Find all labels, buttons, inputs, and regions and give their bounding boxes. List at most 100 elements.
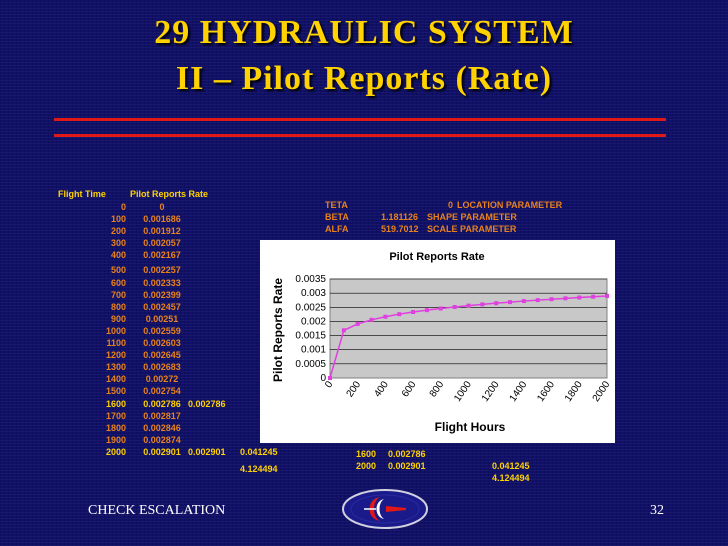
company-logo: [342, 489, 428, 529]
data-point: [383, 314, 388, 319]
rate-cell: 0.002457: [143, 301, 181, 312]
flight-time-cell: 1300: [105, 362, 126, 373]
flight-time-cell: 1200: [105, 350, 126, 361]
flight-time-cell: 200: [110, 226, 126, 237]
rate-cell: 0.002786: [143, 398, 181, 409]
flight-time-cell: 1800: [105, 422, 126, 433]
table-row: 1000 0.002559: [58, 326, 318, 338]
y-tick-label: 0.0015: [295, 331, 326, 342]
param-name: TETA: [325, 200, 348, 210]
data-point: [438, 306, 443, 311]
data-point: [508, 300, 513, 305]
flight-time-cell: 0: [120, 202, 126, 212]
rate-cell: 0.002333: [143, 277, 181, 288]
rate-cell: 0.00272: [145, 374, 179, 385]
param-value: 1.181126: [381, 212, 419, 222]
x-tick-label: 1800: [563, 379, 585, 404]
rate-cell: 0.002645: [143, 350, 181, 361]
x-tick-label: 1200: [480, 379, 502, 404]
note-value-4: 4.124494: [492, 473, 530, 483]
rate-cell: 0.001912: [143, 226, 181, 237]
rate-cell: 0.002603: [143, 338, 181, 349]
note-1600-time: 1600: [356, 449, 377, 459]
rate-cell: 0.001686: [143, 214, 181, 225]
x-tick-label: 1400: [508, 379, 530, 404]
plot-area: [329, 278, 608, 379]
data-point: [535, 298, 540, 303]
flight-time-cell: 1100: [106, 338, 126, 349]
slide-title-line2: II – Pilot Reports (Rate): [175, 60, 553, 97]
data-point: [480, 302, 485, 307]
note-2000-time: 2000: [356, 461, 377, 471]
x-tick-label: 600: [400, 379, 419, 399]
y-tick-label: 0.002: [301, 316, 326, 327]
rate-cell: 0.002559: [143, 325, 181, 336]
data-table: 0 0 100 0.001686 200 0.001912 300 0.002057 400 0.…: [58, 202, 318, 459]
data-point: [341, 328, 346, 333]
table-row: 1200 0.002645: [58, 350, 318, 362]
rate-cell: 0.002874: [143, 434, 181, 445]
flight-time-cell: 100: [110, 214, 126, 225]
table-row: 1600 0.002786 0.002786: [58, 399, 318, 411]
y-tick-label: 0.0005: [295, 359, 326, 370]
table-row: 400 0.002167: [58, 250, 318, 262]
table-row: 1400 0.00272: [58, 374, 318, 386]
flight-time-cell: 400: [110, 250, 126, 261]
x-tick-label: 1000: [452, 379, 474, 404]
flight-time-cell: 1700: [105, 410, 126, 421]
rate-cell: 0.002399: [143, 289, 181, 300]
note-value-3: 0.041245: [492, 461, 530, 471]
data-point: [591, 294, 596, 299]
note-1600-value: 0.002786: [388, 449, 426, 459]
table-row: 200 0.001912: [58, 226, 318, 238]
chart-panel: 0 0.0005 0.001 0.0015 0.002 0.0025 0.003 0.0035…: [260, 240, 615, 443]
x-tick-label: 200: [345, 379, 364, 399]
x-tick-label: 1600: [535, 379, 557, 404]
y-tick-label: 0.003: [301, 288, 326, 299]
table-row: 600 0.002333: [58, 278, 318, 290]
chart-title: Pilot Reports Rate: [389, 251, 484, 263]
param-value: 0: [447, 200, 453, 210]
title-rule-top: [54, 118, 666, 121]
y-tick-label: 0.0025: [295, 302, 326, 313]
table-row: 1100 0.002603: [58, 338, 318, 350]
param-desc: SCALE PARAMETER: [427, 224, 517, 234]
x-axis-label: Flight Hours: [435, 420, 506, 434]
flight-time-cell: 2000: [105, 446, 126, 457]
data-point: [452, 305, 457, 310]
flight-time-cell: 1000: [105, 325, 126, 336]
flight-time-cell: 1500: [105, 386, 126, 397]
param-desc: LOCATION PARAMETER: [457, 200, 563, 210]
table-row: 1800 0.002846: [58, 423, 318, 435]
data-point: [411, 310, 416, 315]
page-number: 32: [650, 503, 664, 518]
flight-time-cell: 500: [110, 265, 126, 276]
extra-cell: 0.002901: [188, 446, 226, 457]
table-row: 700 0.002399: [58, 290, 318, 302]
y-tick-label: 0.0035: [295, 274, 326, 285]
extra-cell: 0.002786: [188, 398, 226, 409]
x-tick-label: 2000: [591, 379, 613, 404]
table-row: 1900 0.002874: [58, 435, 318, 447]
table-row: 300 0.002057: [58, 238, 318, 250]
rate-cell: 0.002057: [143, 238, 181, 249]
data-point: [328, 376, 332, 380]
slide-title-line1: 29 HYDRAULIC SYSTEM: [154, 14, 574, 51]
y-axis-label: Pilot Reports Rate: [271, 278, 285, 382]
extra-cell: 0.041245: [240, 446, 278, 457]
param-desc: SHAPE PARAMETER: [427, 212, 517, 222]
rate-cell: 0.002846: [143, 422, 181, 433]
flight-time-cell: 1400: [105, 374, 126, 385]
y-tick-label: 0: [320, 373, 326, 384]
data-point: [549, 297, 554, 302]
table-row: 1700 0.002817: [58, 411, 318, 423]
param-name: BETA: [325, 212, 349, 222]
flight-time-cell: 300: [110, 238, 126, 249]
table-row: 1300 0.002683: [58, 362, 318, 374]
data-point: [563, 296, 568, 301]
y-tick-label: 0.001: [301, 345, 326, 356]
rate-cell: 0: [159, 202, 165, 212]
data-point: [424, 308, 429, 313]
param-value: 519.7012: [381, 224, 419, 234]
